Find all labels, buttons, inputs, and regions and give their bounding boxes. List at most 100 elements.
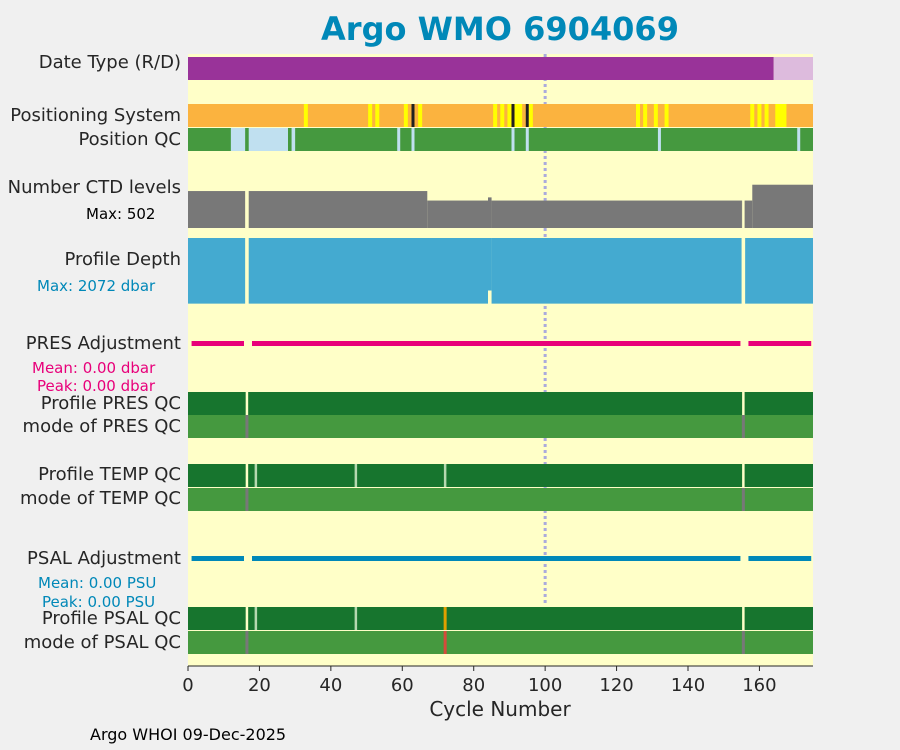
position-qc-light-range [230, 128, 246, 151]
x-tick-label: 20 [248, 675, 271, 696]
label-mode-pres-qc: mode of PRES QC [22, 416, 181, 437]
psal-adjustment-line-gap [244, 556, 252, 561]
profile-psal-qc-bar [188, 607, 813, 630]
profile-pres-qc-bar-gap [245, 392, 249, 415]
positioning-system-mark [500, 104, 505, 127]
mode-psal-qc-bar [188, 631, 813, 654]
ctd-levels-bar [488, 197, 492, 228]
positioning-system-mark [418, 104, 423, 127]
mode-pres-qc-bar-gray-mark [741, 415, 745, 438]
positioning-system-mark [528, 104, 533, 127]
profile-pres-qc-bar-gap [742, 392, 745, 415]
position-qc-light-range [248, 128, 288, 151]
mode-psal-qc-bar-gray-mark [741, 631, 745, 654]
label-position-qc: Position QC [78, 129, 181, 150]
mode-psal-qc-bar-red-mark [443, 631, 447, 654]
date-type-bar-R [773, 57, 813, 80]
positioning-system-mark [375, 104, 380, 127]
x-tick-label: 0 [182, 675, 193, 696]
positioning-system-mark [303, 104, 308, 127]
positioning-system-mark [511, 104, 515, 127]
ctd-levels-bar [427, 200, 488, 228]
ctd-levels-bar [188, 191, 246, 228]
psal-adjustment-line-gap [740, 556, 749, 561]
positioning-system-mark [411, 104, 415, 127]
x-tick-label: 120 [599, 675, 633, 696]
label-positioning-system: Positioning System [10, 105, 181, 126]
ctd-levels-gap [245, 175, 249, 228]
chart-title: Argo WMO 6904069 [321, 10, 679, 48]
profile-pres-qc-bar [188, 392, 813, 415]
profile-psal-qc-bar-light-mark [254, 607, 258, 630]
profile-psal-qc-bar-gap [245, 607, 249, 630]
label-psal-adjustment: PSAL Adjustment [26, 548, 181, 569]
ctd-levels-bar [752, 184, 813, 228]
positioning-system-mark [636, 104, 640, 127]
profile-psal-qc-bar-orange-mark [443, 607, 447, 630]
psal-mean-note: Mean: 0.00 PSU [38, 574, 157, 592]
label-pres-adjustment: PRES Adjustment [25, 333, 181, 354]
position-qc-light-mark [525, 128, 529, 151]
positioning-system-mark [518, 104, 523, 127]
positioning-system-mark [757, 104, 762, 127]
x-tick-label: 160 [742, 675, 776, 696]
position-qc-light-mark [657, 128, 661, 151]
x-tick-label: 60 [391, 675, 414, 696]
positioning-system-mark [653, 104, 658, 127]
profile-temp-qc-bar [188, 464, 813, 487]
profile-psal-qc-bar-light-mark [354, 607, 358, 630]
profile-temp-qc-bar-light-mark [254, 464, 258, 487]
psal-peak-note: Peak: 0.00 PSU [42, 593, 156, 611]
profile-depth-bar [188, 238, 246, 304]
positioning-system-mark [664, 104, 669, 127]
position-qc-light-mark [411, 128, 415, 151]
label-profile-psal-qc: Profile PSAL QC [41, 608, 181, 629]
mode-psal-qc-bar-gray-mark [245, 631, 249, 654]
position-qc-light-range [291, 128, 296, 151]
positioning-system-mark [368, 104, 373, 127]
x-tick-label: 80 [462, 675, 485, 696]
label-profile-temp-qc: Profile TEMP QC [38, 464, 181, 485]
footer-credit: Argo WHOI 09-Dec-2025 [90, 725, 287, 744]
pres-mean-note: Mean: 0.00 dbar [32, 359, 156, 377]
positioning-system-mark [525, 104, 529, 127]
mode-temp-qc-bar-gray-mark [245, 488, 249, 511]
position-qc-light-mark [397, 128, 401, 151]
label-mode-temp-qc: mode of TEMP QC [19, 488, 181, 509]
position-qc-light-mark [797, 128, 801, 151]
profile-depth-bar [488, 238, 492, 291]
ctd-levels-bar [248, 191, 428, 228]
positioning-system-mark [643, 104, 648, 127]
psal-adjustment-line [191, 556, 812, 561]
positioning-system-mark [782, 104, 787, 127]
mode-pres-qc-bar-gray-mark [245, 415, 249, 438]
x-tick-label: 40 [319, 675, 342, 696]
label-profile-depth: Profile Depth [64, 249, 181, 270]
positioning-system-mark [507, 104, 512, 127]
positioning-system-mark [764, 104, 769, 127]
ctd-max-note: Max: 502 [86, 205, 156, 223]
mode-pres-qc-bar [188, 415, 813, 438]
label-ctd-levels: Number CTD levels [7, 177, 181, 198]
depth-max-note: Max: 2072 dbar [37, 277, 156, 295]
profile-temp-qc-bar-light-mark [354, 464, 358, 487]
label-date-type: Date Type (R/D) [38, 52, 181, 73]
label-profile-pres-qc: Profile PRES QC [40, 393, 181, 414]
positioning-system-mark [750, 104, 755, 127]
positioning-system-mark [403, 104, 408, 127]
plot-background [188, 54, 813, 666]
profile-temp-qc-bar-gap [245, 464, 249, 487]
pres-peak-note: Peak: 0.00 dbar [37, 377, 156, 395]
positioning-system-mark [778, 104, 783, 127]
profile-psal-qc-bar-gap [742, 607, 745, 630]
profile-temp-qc-bar-gap [742, 464, 745, 487]
position-qc-light-mark [511, 128, 515, 151]
pres-adjustment-line [191, 341, 812, 346]
positioning-system-mark [775, 104, 780, 127]
positioning-system-mark [514, 104, 519, 127]
ctd-levels-bar [741, 200, 753, 228]
positioning-system-mark [493, 104, 498, 127]
mode-temp-qc-bar-gray-mark [741, 488, 745, 511]
x-axis-label: Cycle Number [429, 697, 571, 721]
